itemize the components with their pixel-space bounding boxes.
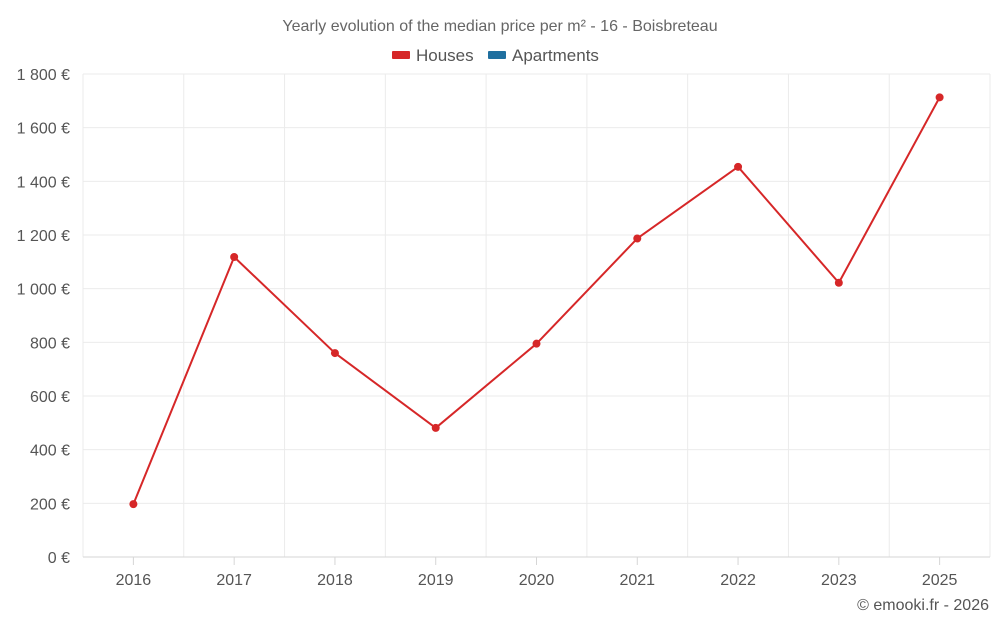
y-tick-label: 600 €	[30, 389, 70, 406]
x-tick-label: 2016	[116, 572, 152, 589]
x-tick-label: 2021	[619, 572, 655, 589]
data-point[interactable]	[129, 500, 138, 509]
data-point[interactable]	[935, 93, 944, 102]
y-tick-label: 1 200 €	[17, 228, 70, 245]
legend-item-apartments[interactable]: Apartments	[488, 46, 599, 65]
data-point[interactable]	[734, 162, 743, 171]
data-point[interactable]	[230, 253, 239, 262]
chart-title: Yearly evolution of the median price per…	[282, 18, 717, 35]
x-tick-label: 2020	[519, 572, 555, 589]
y-tick-label: 1 800 €	[17, 67, 70, 84]
legend-swatch-apartments	[488, 51, 506, 59]
y-tick-label: 200 €	[30, 496, 70, 513]
y-tick-label: 400 €	[30, 443, 70, 460]
data-point[interactable]	[330, 349, 339, 358]
x-tick-label: 2023	[821, 572, 857, 589]
x-tick-label: 2019	[418, 572, 454, 589]
x-tick-label: 2018	[317, 572, 353, 589]
y-tick-label: 800 €	[30, 335, 70, 352]
legend: Houses Apartments	[392, 46, 599, 65]
legend-item-houses[interactable]: Houses	[392, 46, 474, 65]
data-point[interactable]	[431, 423, 440, 432]
axes: 0 € 200 € 400 € 600 € 800 € 1 000 € 1 200 € 1 4…	[17, 67, 990, 589]
y-tick-label: 1 600 €	[17, 121, 70, 138]
series-line-houses	[132, 96, 941, 505]
y-tick-label: 1 400 €	[17, 174, 70, 191]
grid	[82, 73, 991, 557]
credit-text: © emooki.fr - 2026	[857, 597, 989, 614]
series-houses	[129, 93, 944, 509]
x-tick-label: 2022	[720, 572, 756, 589]
x-tick-label: 2025	[922, 572, 958, 589]
data-point[interactable]	[834, 278, 843, 287]
y-tick-label: 0 €	[48, 550, 70, 567]
y-tick-label: 1 000 €	[17, 282, 70, 299]
legend-label-apartments: Apartments	[512, 46, 599, 65]
data-point[interactable]	[633, 234, 642, 243]
legend-label-houses: Houses	[416, 46, 474, 65]
x-tick-label: 2017	[216, 572, 252, 589]
data-point[interactable]	[532, 339, 541, 348]
legend-swatch-houses	[392, 51, 410, 59]
